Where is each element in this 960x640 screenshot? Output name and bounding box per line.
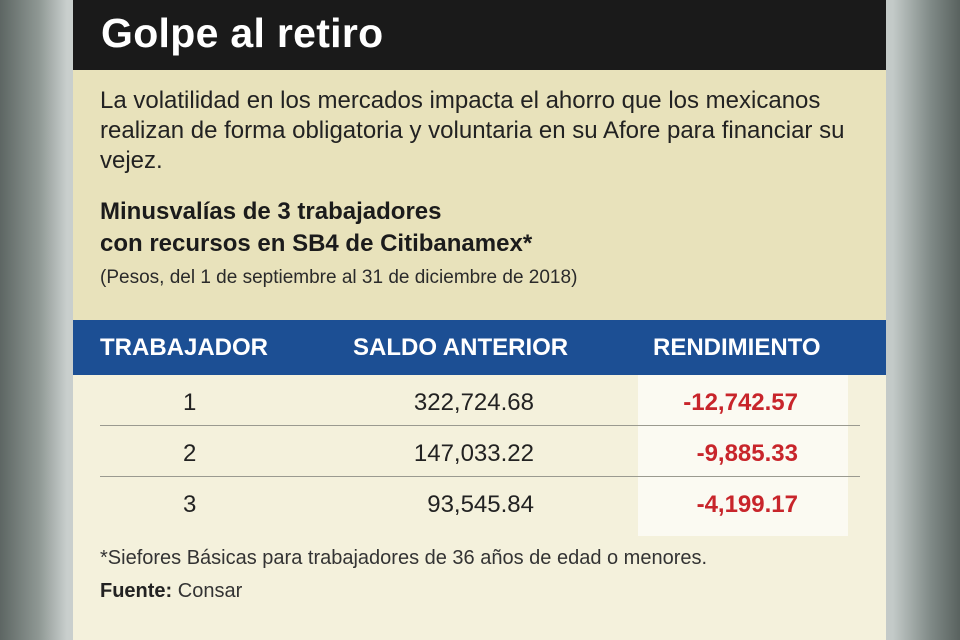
cell-trabajador: 1: [183, 389, 197, 416]
header-rendimiento: RENDIMIENTO: [653, 334, 821, 361]
table-row: 2 147,033.22 -9,885.33: [73, 428, 886, 478]
cell-rendimiento: -9,885.33: [696, 440, 798, 467]
source-line: Fuente: Consar: [100, 580, 242, 603]
header-saldo-anterior: SALDO ANTERIOR: [353, 334, 569, 361]
subtitle-line-1: Minusvalías de 3 trabajadores: [100, 198, 442, 225]
cell-rendimiento: -4,199.17: [696, 491, 798, 518]
intro-box: La volatilidad en los mercados impacta e…: [73, 70, 886, 320]
row-divider: [100, 425, 860, 426]
table-subtitle: Minusvalías de 3 trabajadores con recurs…: [100, 196, 860, 260]
cell-saldo: 147,033.22: [413, 440, 534, 467]
rendimiento-column-highlight: [638, 375, 848, 536]
title-bar: Golpe al retiro: [73, 0, 886, 70]
source-label: Fuente:: [100, 580, 173, 602]
table-row: 1 322,724.68 -12,742.57: [73, 377, 886, 427]
footnote: *Siefores Básicas para trabajadores de 3…: [100, 547, 708, 569]
cell-rendimiento: -12,742.57: [683, 389, 798, 416]
cell-trabajador: 2: [183, 440, 197, 467]
cell-saldo: 322,724.68: [413, 389, 534, 416]
header-trabajador: TRABAJADOR: [100, 334, 268, 361]
table-row: 3 93,545.84 -4,199.17: [73, 479, 886, 529]
subtitle-line-2: con recursos en SB4 de Citibanamex*: [100, 230, 533, 257]
table-header: TRABAJADOR SALDO ANTERIOR RENDIMIENTO: [73, 320, 886, 375]
infographic-title: Golpe al retiro: [101, 10, 384, 56]
cell-trabajador: 3: [183, 491, 197, 518]
intro-text: La volatilidad en los mercados impacta e…: [100, 87, 845, 174]
infographic-card: Golpe al retiro La volatilidad en los me…: [73, 0, 886, 640]
units-note: (Pesos, del 1 de septiembre al 31 de dic…: [100, 267, 578, 288]
row-divider: [100, 476, 860, 477]
source-value: Consar: [177, 580, 243, 602]
cell-saldo: 93,545.84: [427, 491, 534, 518]
